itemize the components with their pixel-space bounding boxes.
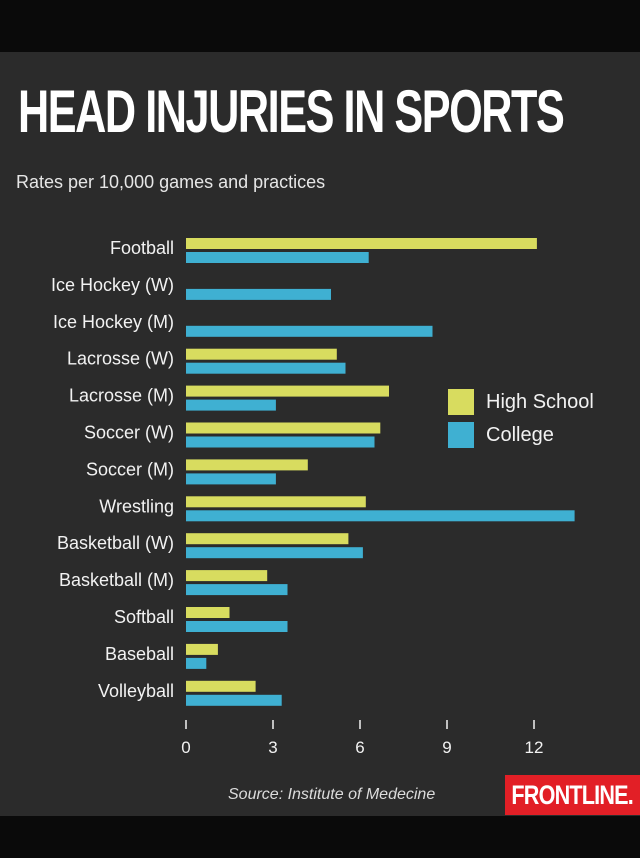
bar-football-high-school bbox=[186, 238, 537, 249]
bar-soccer-m-high-school bbox=[186, 459, 308, 471]
x-tick-label-0: 0 bbox=[181, 738, 190, 757]
bar-basketball-w-college bbox=[186, 547, 363, 559]
bar-lacrosse-w-college bbox=[186, 362, 346, 374]
category-label-ice-hockey-m: Ice Hockey (M) bbox=[53, 312, 174, 332]
x-tick-label-6: 6 bbox=[355, 738, 364, 757]
bar-football-college bbox=[186, 252, 369, 263]
source-note: Source: Institute of Medecine bbox=[228, 786, 436, 803]
category-label-ice-hockey-w: Ice Hockey (W) bbox=[51, 275, 174, 295]
bar-ice-hockey-w-college bbox=[186, 288, 331, 300]
chart-panel bbox=[0, 52, 640, 816]
x-tick-label-12: 12 bbox=[525, 738, 544, 757]
bar-baseball-college bbox=[186, 657, 207, 669]
bar-volleyball-college bbox=[186, 694, 282, 706]
frontline-logo: FRONTLINE. bbox=[505, 775, 640, 815]
bar-basketball-m-college bbox=[186, 584, 288, 596]
legend-swatch-college bbox=[448, 422, 474, 448]
legend: High School College bbox=[448, 388, 594, 454]
bar-ice-hockey-m-college bbox=[186, 325, 433, 337]
bar-wrestling-high-school bbox=[186, 496, 366, 508]
chart-subtitle: Rates per 10,000 games and practices bbox=[16, 172, 326, 192]
logo-text: FRONTLINE. bbox=[511, 780, 633, 810]
bar-softball-college bbox=[186, 621, 288, 632]
bar-lacrosse-w-high-school bbox=[186, 348, 337, 360]
category-label-softball: Softball bbox=[114, 607, 174, 627]
bar-volleyball-high-school bbox=[186, 680, 256, 692]
x-tick-label-3: 3 bbox=[268, 738, 277, 757]
category-label-football: Football bbox=[110, 238, 174, 258]
category-label-lacrosse-m: Lacrosse (M) bbox=[69, 386, 174, 406]
legend-label-high-school: High School bbox=[486, 390, 594, 413]
bar-lacrosse-m-high-school bbox=[186, 385, 389, 397]
legend-swatch-high-school bbox=[448, 389, 474, 415]
bar-wrestling-college bbox=[186, 510, 575, 522]
x-tick-label-9: 9 bbox=[442, 738, 451, 757]
chart-title: HEAD INJURIES IN SPORTS bbox=[18, 78, 565, 145]
legend-label-college: College bbox=[486, 423, 554, 446]
category-label-wrestling: Wrestling bbox=[99, 496, 174, 516]
bar-baseball-high-school bbox=[186, 643, 218, 655]
bar-basketball-m-high-school bbox=[186, 570, 268, 582]
bar-basketball-w-high-school bbox=[186, 533, 349, 545]
bar-soccer-w-high-school bbox=[186, 422, 381, 434]
category-label-soccer-m: Soccer (M) bbox=[86, 459, 174, 479]
category-label-basketball-w: Basketball (W) bbox=[57, 533, 174, 553]
category-label-soccer-w: Soccer (W) bbox=[84, 423, 174, 443]
category-label-lacrosse-w: Lacrosse (W) bbox=[67, 349, 174, 369]
bar-soccer-w-college bbox=[186, 436, 375, 448]
bar-softball-high-school bbox=[186, 607, 230, 618]
category-label-volleyball: Volleyball bbox=[98, 681, 174, 701]
category-label-basketball-m: Basketball (M) bbox=[59, 570, 174, 590]
bar-soccer-m-college bbox=[186, 473, 276, 485]
legend-item-high-school: High School bbox=[448, 388, 594, 416]
bar-lacrosse-m-college bbox=[186, 399, 276, 411]
legend-item-college: College bbox=[448, 421, 594, 449]
category-label-baseball: Baseball bbox=[105, 644, 174, 664]
